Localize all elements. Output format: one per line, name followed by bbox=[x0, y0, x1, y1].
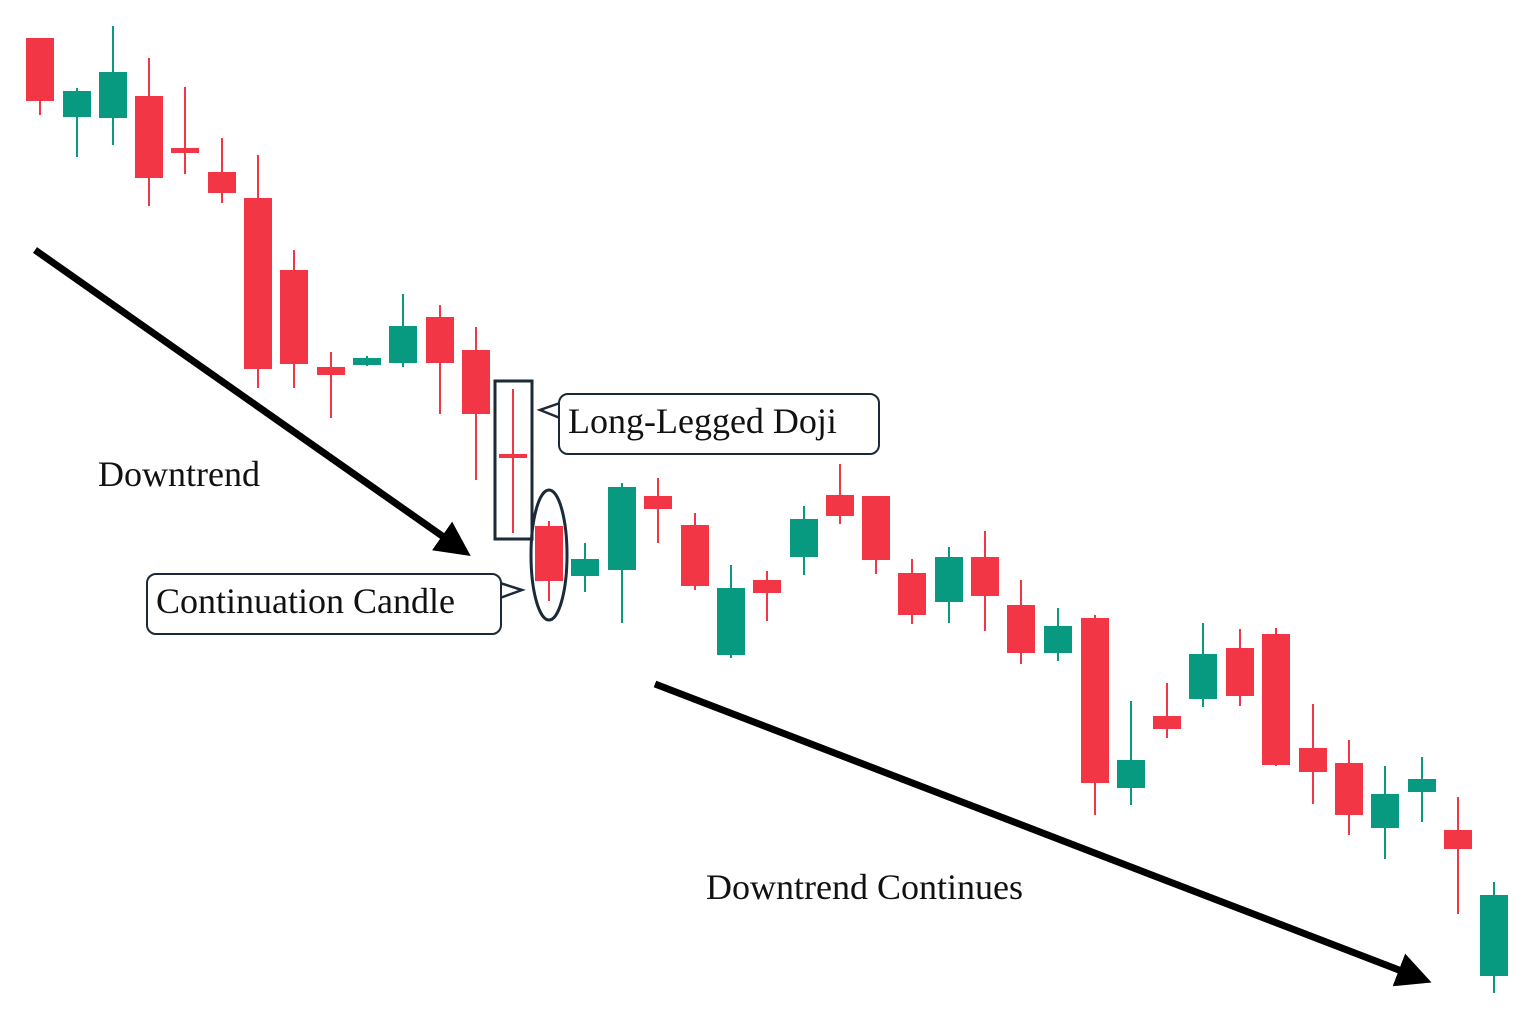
trend-arrow-icon bbox=[32, 247, 471, 557]
candle-body bbox=[681, 525, 709, 586]
candle-body bbox=[717, 588, 745, 655]
candle bbox=[971, 531, 999, 631]
candle bbox=[1299, 704, 1327, 804]
candle bbox=[535, 521, 563, 601]
candle bbox=[1226, 629, 1254, 706]
candle bbox=[935, 547, 963, 623]
candle-body bbox=[644, 496, 672, 509]
candle bbox=[608, 483, 636, 623]
trend-arrow-icon bbox=[653, 680, 1432, 987]
candle-body bbox=[208, 172, 236, 193]
candle bbox=[681, 513, 709, 590]
candle-body bbox=[790, 519, 818, 557]
candle-body bbox=[862, 496, 890, 560]
candle-body bbox=[571, 559, 599, 576]
candle-body bbox=[1335, 763, 1363, 815]
candle-body bbox=[26, 38, 54, 101]
candle-body bbox=[753, 580, 781, 593]
candle bbox=[1335, 740, 1363, 835]
candle-body bbox=[280, 270, 308, 364]
candle bbox=[135, 58, 163, 206]
candle bbox=[1153, 683, 1181, 738]
candle bbox=[99, 26, 127, 145]
candle-body bbox=[1117, 760, 1145, 788]
annotations-layer bbox=[32, 247, 1432, 987]
candle bbox=[790, 506, 818, 575]
candle bbox=[317, 352, 345, 418]
candle bbox=[644, 478, 672, 543]
candle bbox=[389, 294, 417, 367]
candle bbox=[208, 138, 236, 203]
candle bbox=[63, 88, 91, 157]
candle bbox=[499, 389, 527, 533]
continuation-callout-pointer bbox=[499, 581, 526, 600]
candle bbox=[1408, 757, 1436, 822]
candle-body bbox=[426, 317, 454, 363]
candle bbox=[826, 464, 854, 524]
candle-body bbox=[1371, 794, 1399, 828]
downtrend-label: Downtrend bbox=[98, 454, 260, 494]
continuation-candle-label: Continuation Candle bbox=[156, 581, 455, 621]
candle-body bbox=[1044, 626, 1072, 653]
long-legged-doji-callout: Long-Legged Doji bbox=[558, 393, 880, 455]
continuation-highlight-ellipse bbox=[529, 488, 569, 622]
candle bbox=[26, 38, 54, 115]
candle-body bbox=[1007, 605, 1035, 653]
candle bbox=[1262, 628, 1290, 766]
candle bbox=[1444, 797, 1472, 914]
candle bbox=[462, 327, 490, 480]
candle-body bbox=[1081, 618, 1109, 783]
candle-body bbox=[1262, 634, 1290, 765]
candle-body bbox=[63, 91, 91, 117]
long-legged-doji-label: Long-Legged Doji bbox=[568, 401, 837, 441]
candle-body bbox=[171, 148, 199, 153]
candle-body bbox=[826, 495, 854, 516]
candle bbox=[862, 496, 890, 574]
candle-body bbox=[462, 350, 490, 414]
candle bbox=[353, 356, 381, 366]
candle bbox=[1480, 882, 1508, 993]
candle bbox=[1371, 766, 1399, 859]
candle-body bbox=[971, 557, 999, 596]
candle bbox=[898, 559, 926, 624]
candle bbox=[171, 87, 199, 174]
downtrend-continues-label: Downtrend Continues bbox=[706, 867, 1023, 907]
candle-body bbox=[1299, 748, 1327, 772]
candle bbox=[1044, 608, 1072, 661]
candle-body bbox=[1153, 716, 1181, 729]
candle-body bbox=[99, 72, 127, 118]
candle bbox=[571, 543, 599, 592]
candle-body bbox=[1226, 648, 1254, 696]
candle-body bbox=[135, 96, 163, 178]
candle-body bbox=[1480, 895, 1508, 976]
candle bbox=[426, 305, 454, 414]
candle-body bbox=[389, 326, 417, 363]
candle bbox=[244, 155, 272, 388]
candle-body bbox=[244, 198, 272, 369]
doji-highlight-box bbox=[493, 379, 534, 541]
candle-body bbox=[535, 526, 563, 581]
candle-body bbox=[499, 454, 527, 458]
candle bbox=[753, 571, 781, 621]
candle-body bbox=[1408, 779, 1436, 792]
candle-body bbox=[608, 487, 636, 570]
candle-body bbox=[1444, 830, 1472, 849]
candle-body bbox=[353, 358, 381, 365]
candle-body bbox=[1189, 654, 1217, 699]
candle bbox=[280, 250, 308, 388]
candle-body bbox=[935, 557, 963, 602]
candle bbox=[1189, 623, 1217, 707]
candle bbox=[1081, 615, 1109, 815]
doji-callout-pointer bbox=[536, 401, 561, 420]
candles-layer bbox=[26, 26, 1508, 993]
candle-body bbox=[898, 573, 926, 615]
candle bbox=[717, 565, 745, 658]
continuation-candle-callout: Continuation Candle bbox=[146, 573, 502, 635]
candle bbox=[1117, 701, 1145, 805]
candle bbox=[1007, 580, 1035, 664]
candle-body bbox=[317, 367, 345, 375]
